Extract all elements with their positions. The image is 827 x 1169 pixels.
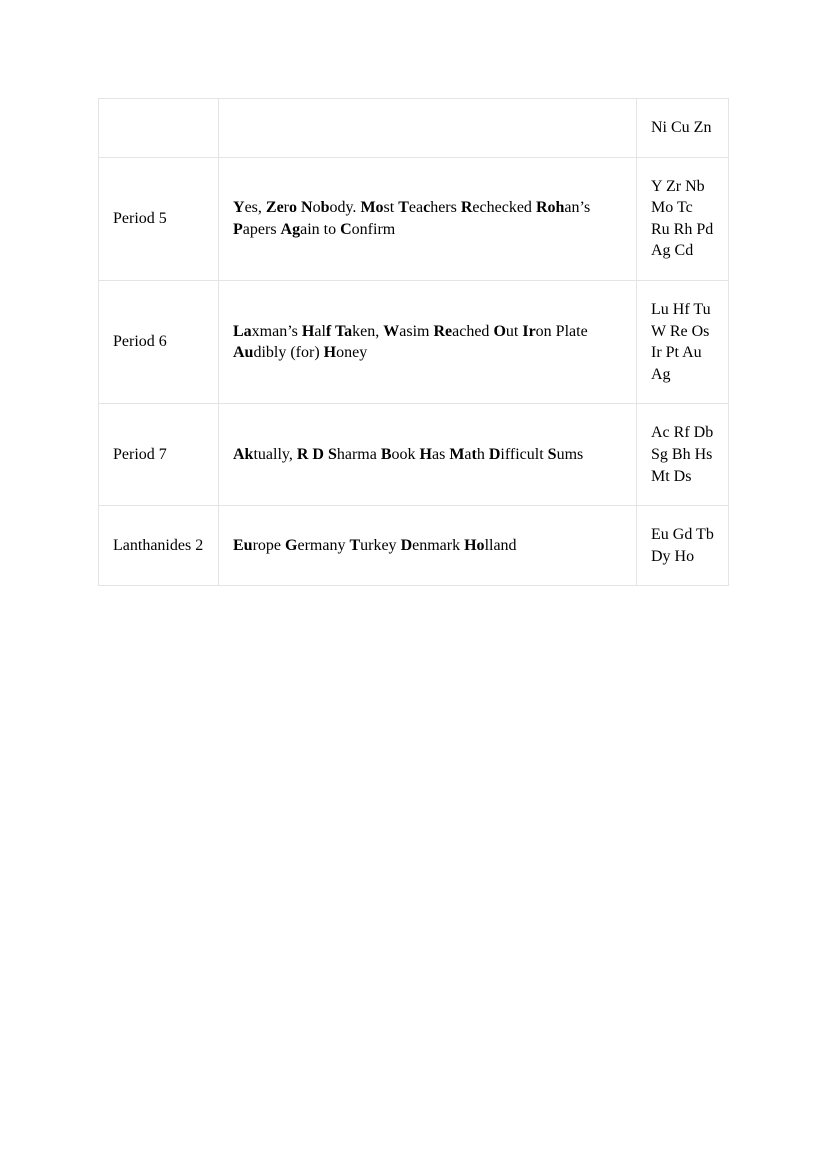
- text-segment: onfirm: [352, 221, 396, 238]
- text-segment: apers: [243, 221, 281, 238]
- bold-segment: O: [493, 323, 505, 340]
- table-row: Period 7 Aktually, R D Sharma Book Has Ma…: [99, 404, 729, 506]
- period-label: [99, 99, 219, 158]
- bold-segment: R: [461, 199, 473, 216]
- elements-cell: Eu Gd Tb Dy Ho: [637, 506, 729, 586]
- text-segment: as: [432, 446, 449, 463]
- bold-segment: T: [349, 537, 360, 554]
- text-segment: dibly (for): [253, 344, 323, 361]
- bold-segment: H: [302, 323, 314, 340]
- text-segment: an’s: [564, 199, 590, 216]
- bold-segment: N: [301, 199, 313, 216]
- period-label: Lanthanides 2: [99, 506, 219, 586]
- bold-segment: H: [420, 446, 432, 463]
- bold-segment: Ho: [464, 537, 484, 554]
- bold-segment: Y: [233, 199, 245, 216]
- text-segment: asim: [399, 323, 433, 340]
- bold-segment: Ag: [281, 221, 301, 238]
- bold-segment: Ak: [233, 446, 253, 463]
- mnemonic-cell: Laxman’s Half Taken, Wasim Reached Out I…: [219, 280, 637, 403]
- bold-segment: Ta: [335, 323, 352, 340]
- bold-segment: Re: [433, 323, 452, 340]
- elements-cell: Ac Rf Db Sg Bh Hs Mt Ds: [637, 404, 729, 506]
- text-segment: ached: [452, 323, 493, 340]
- table-body: Ni Cu ZnPeriod 5Yes, Zero Nobody. Most T…: [99, 99, 729, 586]
- bold-segment: Eu: [233, 537, 253, 554]
- text-segment: ody.: [329, 199, 360, 216]
- text-segment: xman’s: [252, 323, 302, 340]
- mnemonic-cell: Europe Germany Turkey Denmark Holland: [219, 506, 637, 586]
- bold-segment: M: [449, 446, 464, 463]
- bold-segment: D: [401, 537, 413, 554]
- bold-segment: D: [489, 446, 501, 463]
- text-segment: harma: [337, 446, 381, 463]
- period-label: Period 7: [99, 404, 219, 506]
- table-row: Period 5Yes, Zero Nobody. Most Teachers …: [99, 157, 729, 280]
- bold-segment: B: [381, 446, 392, 463]
- mnemonic-cell: Aktually, R D Sharma Book Has Math Diffi…: [219, 404, 637, 506]
- text-segment: ook: [392, 446, 420, 463]
- bold-segment: f: [326, 323, 335, 340]
- mnemonic-cell: Yes, Zero Nobody. Most Teachers Rechecke…: [219, 157, 637, 280]
- elements-cell: Ni Cu Zn: [637, 99, 729, 158]
- table-row: Lanthanides 2Europe Germany Turkey Denma…: [99, 506, 729, 586]
- text-segment: a: [464, 446, 471, 463]
- mnemonic-table: Ni Cu ZnPeriod 5Yes, Zero Nobody. Most T…: [98, 98, 729, 586]
- text-segment: ken,: [352, 323, 383, 340]
- bold-segment: La: [233, 323, 252, 340]
- bold-segment: Ir: [522, 323, 535, 340]
- bold-segment: C: [340, 221, 352, 238]
- bold-segment: T: [398, 199, 409, 216]
- bold-segment: Ze: [266, 199, 284, 216]
- text-segment: ea: [409, 199, 423, 216]
- text-segment: echecked: [472, 199, 536, 216]
- bold-segment: Mo: [360, 199, 383, 216]
- period-label: Period 5: [99, 157, 219, 280]
- bold-segment: R D S: [297, 446, 337, 463]
- text-segment: ifficult: [500, 446, 547, 463]
- text-segment: ut: [506, 323, 522, 340]
- text-segment: st: [384, 199, 399, 216]
- bold-segment: W: [383, 323, 399, 340]
- text-segment: al: [314, 323, 326, 340]
- text-segment: hers: [430, 199, 461, 216]
- text-segment: lland: [485, 537, 517, 554]
- bold-segment: Roh: [536, 199, 564, 216]
- text-segment: ermany: [297, 537, 349, 554]
- mnemonic-cell: [219, 99, 637, 158]
- bold-segment: P: [233, 221, 243, 238]
- bold-segment: S: [548, 446, 557, 463]
- bold-segment: G: [285, 537, 297, 554]
- text-segment: h: [477, 446, 489, 463]
- bold-segment: Au: [233, 344, 253, 361]
- text-segment: o: [313, 199, 321, 216]
- bold-segment: H: [324, 344, 336, 361]
- text-segment: ain to: [300, 221, 340, 238]
- bold-segment: o: [289, 199, 301, 216]
- text-segment: es,: [245, 199, 266, 216]
- text-segment: enmark: [412, 537, 464, 554]
- elements-cell: Lu Hf Tu W Re Os Ir Pt Au Ag: [637, 280, 729, 403]
- table-row: Period 6Laxman’s Half Taken, Wasim Reach…: [99, 280, 729, 403]
- table-row: Ni Cu Zn: [99, 99, 729, 158]
- period-label: Period 6: [99, 280, 219, 403]
- text-segment: rope: [253, 537, 285, 554]
- text-segment: ums: [557, 446, 584, 463]
- elements-cell: Y Zr Nb Mo Tc Ru Rh Pd Ag Cd: [637, 157, 729, 280]
- text-segment: on Plate: [536, 323, 588, 340]
- text-segment: oney: [336, 344, 367, 361]
- text-segment: tually,: [253, 446, 296, 463]
- text-segment: urkey: [360, 537, 400, 554]
- page-container: Ni Cu ZnPeriod 5Yes, Zero Nobody. Most T…: [0, 0, 827, 586]
